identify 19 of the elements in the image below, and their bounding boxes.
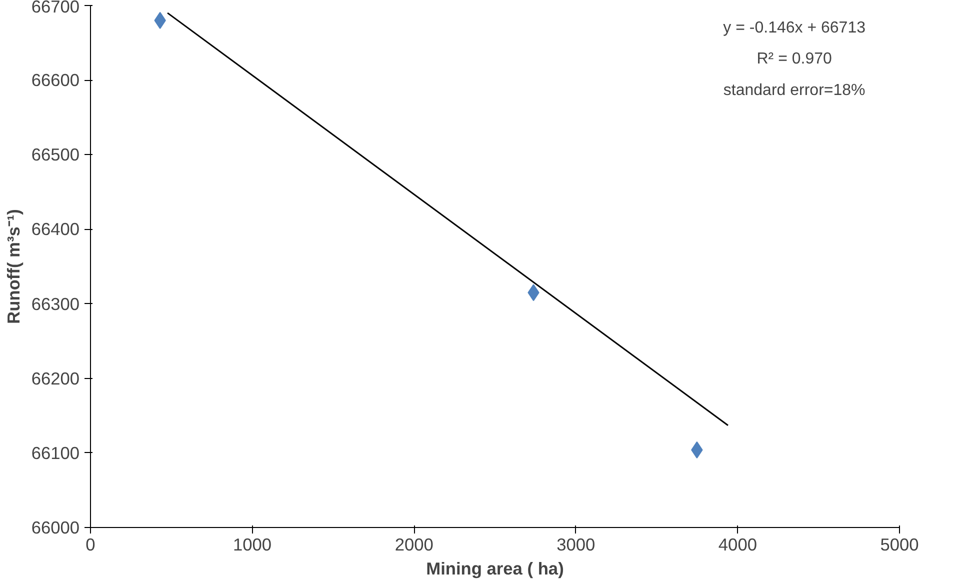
annotation: R² = 0.970: [756, 50, 832, 68]
y-tick-label: 66400: [31, 219, 80, 240]
x-tick-label: 5000: [880, 534, 919, 554]
y-tick-label: 66300: [31, 294, 80, 314]
x-tick-label: 0: [86, 534, 96, 554]
y-tick-label: 66200: [31, 368, 80, 388]
x-tick-label: 2000: [394, 534, 434, 554]
x-axis-title: Mining area ( ha): [426, 558, 564, 578]
y-tick-label: 66000: [31, 518, 80, 538]
y-tick-label: 66600: [31, 70, 80, 90]
x-tick-label: 1000: [233, 534, 272, 554]
x-tick-label: 4000: [718, 534, 757, 554]
annotation: standard error=18%: [723, 82, 866, 100]
y-tick-label: 66500: [31, 144, 80, 165]
y-tick-label: 66700: [31, 0, 80, 16]
x-tick-label: 3000: [556, 534, 596, 554]
annotation: y = -0.146x + 66713: [723, 19, 866, 36]
y-tick-label: 66100: [31, 442, 80, 463]
y-axis-title: Runoff( m³s⁻¹): [3, 209, 24, 324]
